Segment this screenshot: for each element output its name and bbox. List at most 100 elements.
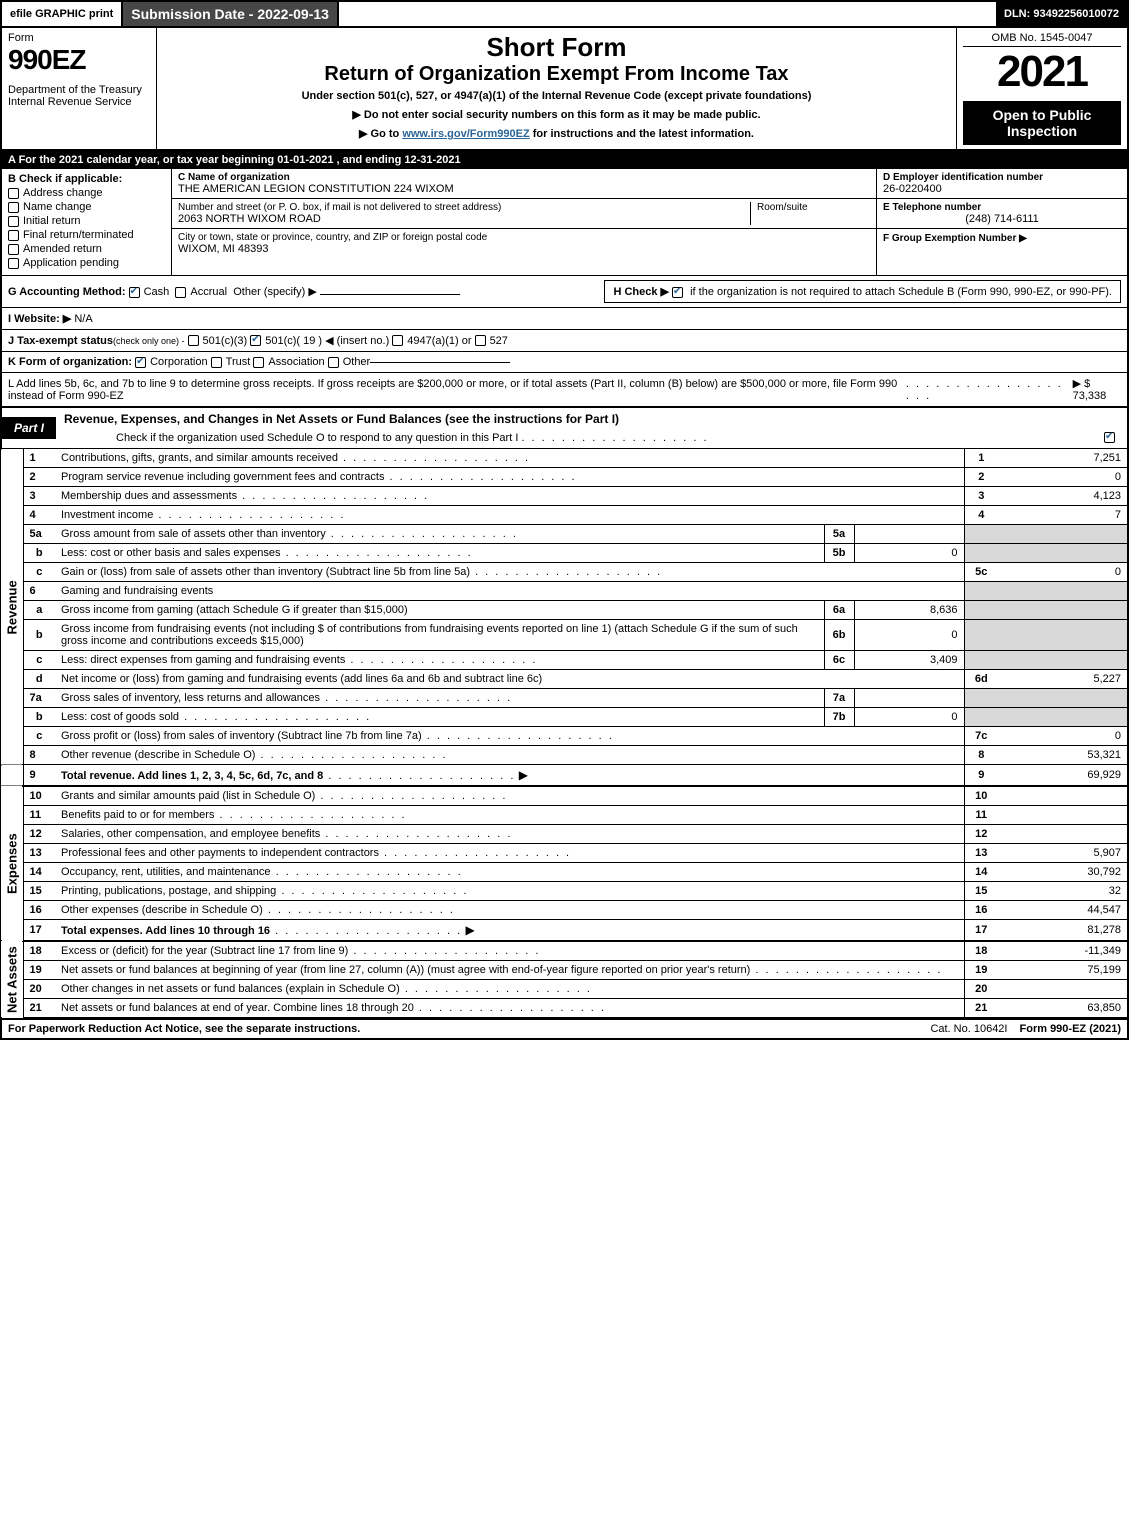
d-label: D Employer identification number xyxy=(883,172,1121,183)
lines-table: Revenue 1 Contributions, gifts, grants, … xyxy=(0,449,1129,1019)
header-right: OMB No. 1545-0047 2021 Open to Public In… xyxy=(957,28,1127,149)
row-k: K Form of organization: Corporation Trus… xyxy=(0,352,1129,373)
return-title: Return of Organization Exempt From Incom… xyxy=(163,63,950,86)
section-def: D Employer identification number 26-0220… xyxy=(877,169,1127,275)
form-name: 990EZ xyxy=(8,44,150,76)
check-final-return[interactable]: Final return/terminated xyxy=(8,229,165,241)
org-name: THE AMERICAN LEGION CONSTITUTION 224 WIX… xyxy=(178,183,870,195)
tax-year: 2021 xyxy=(963,47,1121,97)
h-box: H Check ▶ if the organization is not req… xyxy=(604,280,1121,303)
check-schedule-o[interactable] xyxy=(1104,432,1115,443)
form-header: Form 990EZ Department of the Treasury In… xyxy=(0,28,1129,151)
phone-value: (248) 714-6111 xyxy=(883,213,1121,225)
i-label: I Website: ▶ xyxy=(8,312,71,325)
check-501c[interactable] xyxy=(250,335,261,346)
line-1: Revenue 1 Contributions, gifts, grants, … xyxy=(1,449,1128,468)
check-h[interactable] xyxy=(672,287,683,298)
short-form-title: Short Form xyxy=(163,32,950,63)
line-6d: dNet income or (loss) from gaming and fu… xyxy=(1,670,1128,689)
netassets-label: Net Assets xyxy=(1,941,23,1018)
footer-left: For Paperwork Reduction Act Notice, see … xyxy=(2,1020,924,1038)
k-label: K Form of organization: xyxy=(8,356,132,368)
row-a: A For the 2021 calendar year, or tax yea… xyxy=(0,151,1129,169)
ein-value: 26-0220400 xyxy=(883,183,1121,195)
line-14: 14Occupancy, rent, utilities, and mainte… xyxy=(1,863,1128,882)
check-501c3[interactable] xyxy=(188,335,199,346)
line-21: 21 Net assets or fund balances at end of… xyxy=(1,999,1128,1019)
check-corp[interactable] xyxy=(135,357,146,368)
part-i-subline: Check if the organization used Schedule … xyxy=(56,430,1127,448)
h-text: if the organization is not required to a… xyxy=(690,286,1112,298)
f-label: F Group Exemption Number ▶ xyxy=(883,233,1027,244)
line-6c: cLess: direct expenses from gaming and f… xyxy=(1,651,1128,670)
goto-line: ▶ Go to www.irs.gov/Form990EZ for instru… xyxy=(163,127,950,140)
row-gh: G Accounting Method: Cash Accrual Other … xyxy=(0,276,1129,308)
line-12: 12Salaries, other compensation, and empl… xyxy=(1,825,1128,844)
submission-date: Submission Date - 2022-09-13 xyxy=(123,2,339,26)
row-l: L Add lines 5b, 6c, and 7b to line 9 to … xyxy=(0,373,1129,408)
check-4947[interactable] xyxy=(392,335,403,346)
irs-link[interactable]: www.irs.gov/Form990EZ xyxy=(402,128,529,140)
form-word: Form xyxy=(8,32,150,44)
line-13: 13Professional fees and other payments t… xyxy=(1,844,1128,863)
dept-label: Department of the Treasury xyxy=(8,84,150,96)
under-section: Under section 501(c), 527, or 4947(a)(1)… xyxy=(163,90,950,102)
block-bcdef: B Check if applicable: Address change Na… xyxy=(0,169,1129,276)
h-label: H Check ▶ xyxy=(613,286,669,298)
expenses-label: Expenses xyxy=(1,786,23,941)
header-center: Short Form Return of Organization Exempt… xyxy=(157,28,957,149)
check-name-change[interactable]: Name change xyxy=(8,201,165,213)
line-8: 8Other revenue (describe in Schedule O) … xyxy=(1,746,1128,765)
check-cash[interactable] xyxy=(129,287,140,298)
j-label: J Tax-exempt status xyxy=(8,335,113,347)
c-city-label: City or town, state or province, country… xyxy=(178,232,870,243)
line-18: Net Assets 18Excess or (deficit) for the… xyxy=(1,941,1128,961)
line-19: 19Net assets or fund balances at beginni… xyxy=(1,961,1128,980)
line-5a: 5aGross amount from sale of assets other… xyxy=(1,525,1128,544)
l-amount: ▶ $ 73,338 xyxy=(1073,377,1121,402)
dln-label: DLN: 93492256010072 xyxy=(996,2,1127,26)
revenue-label: Revenue xyxy=(1,449,23,765)
header-left: Form 990EZ Department of the Treasury In… xyxy=(2,28,157,149)
check-527[interactable] xyxy=(475,335,486,346)
website-value: N/A xyxy=(74,313,92,325)
line-7a: 7aGross sales of inventory, less returns… xyxy=(1,689,1128,708)
check-accrual[interactable] xyxy=(175,287,186,298)
c-name-label: C Name of organization xyxy=(178,172,870,183)
line-6: 6Gaming and fundraising events xyxy=(1,582,1128,601)
g-label: G Accounting Method: xyxy=(8,286,126,298)
line-7b: bLess: cost of goods sold 7b0 xyxy=(1,708,1128,727)
check-trust[interactable] xyxy=(211,357,222,368)
line-11: 11Benefits paid to or for members11 xyxy=(1,806,1128,825)
c-street-label: Number and street (or P. O. box, if mail… xyxy=(178,202,750,213)
check-app-pending[interactable]: Application pending xyxy=(8,257,165,269)
line-6a: aGross income from gaming (attach Schedu… xyxy=(1,601,1128,620)
row-i: I Website: ▶ N/A xyxy=(0,308,1129,330)
line-2: 2Program service revenue including gover… xyxy=(1,468,1128,487)
line-17: 17 Total expenses. Add lines 10 through … xyxy=(1,920,1128,942)
e-label: E Telephone number xyxy=(883,202,1121,213)
check-other[interactable] xyxy=(328,357,339,368)
b-label: B Check if applicable: xyxy=(8,173,165,185)
line-20: 20Other changes in net assets or fund ba… xyxy=(1,980,1128,999)
check-assoc[interactable] xyxy=(253,357,264,368)
footer-right: Form 990-EZ (2021) xyxy=(1014,1020,1128,1038)
org-city: WIXOM, MI 48393 xyxy=(178,243,870,255)
row-j: J Tax-exempt status (check only one) - 5… xyxy=(0,330,1129,352)
check-initial-return[interactable]: Initial return xyxy=(8,215,165,227)
line-9: 9 Total revenue. Add lines 1, 2, 3, 4, 5… xyxy=(1,765,1128,787)
omb-number: OMB No. 1545-0047 xyxy=(963,32,1121,47)
line-16: 16Other expenses (describe in Schedule O… xyxy=(1,901,1128,920)
check-address-change[interactable]: Address change xyxy=(8,187,165,199)
ssn-warning: ▶ Do not enter social security numbers o… xyxy=(163,108,950,121)
footer-catno: Cat. No. 10642I xyxy=(924,1020,1013,1038)
section-c: C Name of organization THE AMERICAN LEGI… xyxy=(172,169,877,275)
part-i-header: Part I Revenue, Expenses, and Changes in… xyxy=(0,408,1129,449)
page-footer: For Paperwork Reduction Act Notice, see … xyxy=(0,1019,1129,1040)
line-5b: bLess: cost or other basis and sales exp… xyxy=(1,544,1128,563)
line-6b: bGross income from fundraising events (n… xyxy=(1,620,1128,651)
line-10: Expenses 10Grants and similar amounts pa… xyxy=(1,786,1128,806)
part-i-title: Revenue, Expenses, and Changes in Net As… xyxy=(56,408,1127,430)
irs-label: Internal Revenue Service xyxy=(8,96,150,108)
check-amended[interactable]: Amended return xyxy=(8,243,165,255)
